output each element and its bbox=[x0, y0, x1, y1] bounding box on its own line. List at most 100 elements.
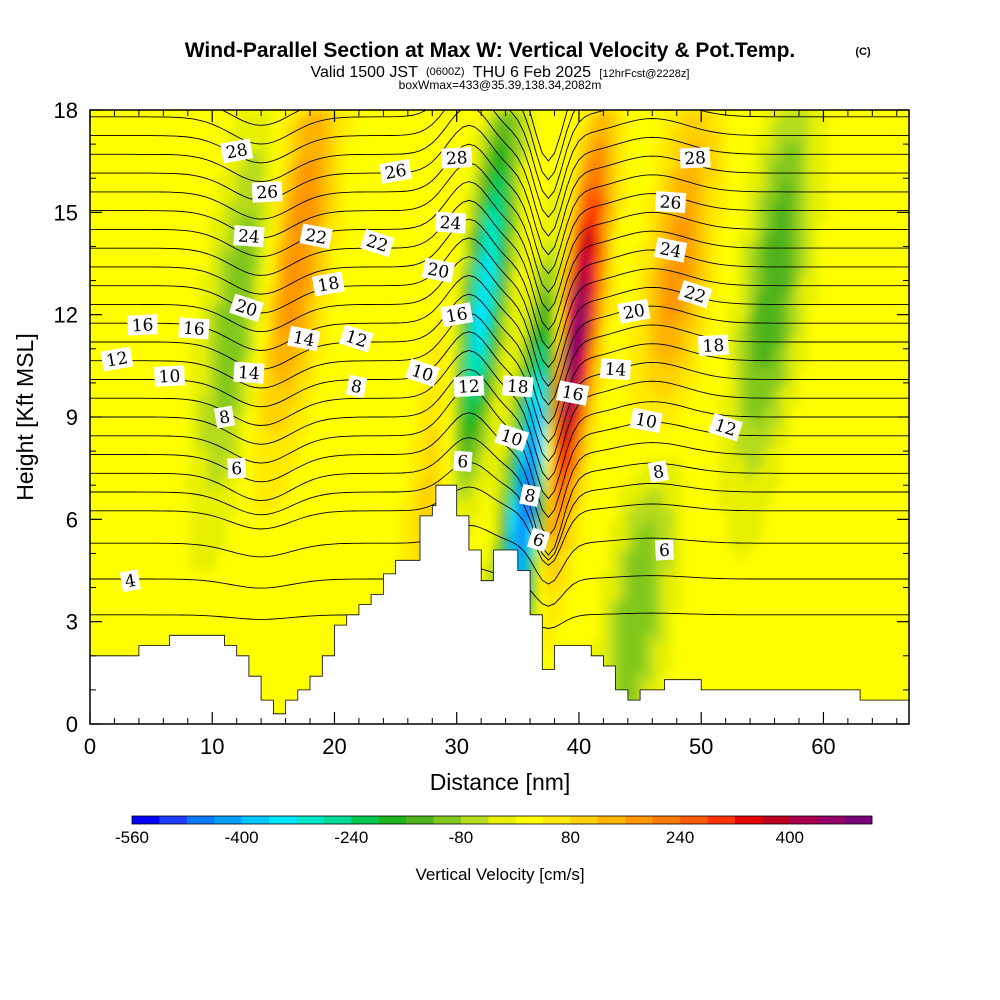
w-field-cell bbox=[390, 150, 400, 162]
w-field-cell bbox=[90, 304, 100, 316]
w-field-cell bbox=[663, 222, 673, 234]
w-field-cell bbox=[299, 478, 309, 490]
w-field-cell bbox=[608, 232, 619, 244]
w-field-cell bbox=[745, 181, 755, 193]
w-field-cell bbox=[253, 110, 264, 121]
w-field-cell bbox=[672, 417, 683, 428]
w-field-cell bbox=[326, 427, 337, 438]
w-field-cell bbox=[636, 181, 646, 193]
w-field-cell bbox=[472, 150, 482, 162]
w-field-cell bbox=[517, 120, 528, 131]
w-field-cell bbox=[390, 314, 400, 326]
w-field-cell bbox=[699, 212, 710, 224]
w-field-cell bbox=[208, 140, 218, 152]
w-field-cell bbox=[190, 232, 200, 244]
w-field-cell bbox=[772, 591, 783, 602]
w-field-cell bbox=[818, 417, 828, 428]
w-field-cell bbox=[590, 355, 601, 367]
w-field-cell bbox=[117, 304, 127, 316]
w-field-cell bbox=[827, 110, 837, 121]
w-field-cell bbox=[217, 468, 228, 479]
w-field-cell bbox=[290, 202, 300, 213]
w-field-cell bbox=[490, 140, 501, 152]
w-field-cell bbox=[608, 437, 619, 449]
w-field-cell bbox=[663, 468, 673, 479]
w-field-cell bbox=[626, 560, 637, 572]
w-field-cell bbox=[299, 345, 309, 357]
w-field-cell bbox=[108, 181, 118, 193]
w-field-cell bbox=[235, 324, 246, 336]
w-field-cell bbox=[708, 550, 719, 561]
w-field-cell bbox=[708, 631, 719, 643]
w-field-cell bbox=[290, 140, 300, 152]
w-field-cell bbox=[490, 376, 501, 387]
w-field-cell bbox=[363, 376, 373, 387]
w-field-cell bbox=[526, 550, 537, 561]
w-field-cell bbox=[535, 376, 546, 387]
w-field-cell bbox=[335, 376, 346, 387]
w-field-cell bbox=[636, 427, 646, 438]
w-field-cell bbox=[781, 591, 792, 602]
w-field-cell bbox=[126, 181, 137, 193]
w-field-cell bbox=[399, 345, 410, 357]
w-field-cell bbox=[745, 335, 755, 346]
w-field-cell bbox=[308, 253, 319, 265]
w-field-cell bbox=[108, 427, 118, 438]
w-field-cell bbox=[454, 396, 464, 408]
w-field-cell bbox=[317, 570, 328, 582]
w-field-cell bbox=[699, 509, 710, 520]
w-field-cell bbox=[317, 294, 328, 305]
w-field-cell bbox=[554, 406, 564, 418]
w-field-cell bbox=[745, 591, 755, 602]
w-field-cell bbox=[244, 631, 255, 643]
w-field-cell bbox=[435, 478, 446, 490]
w-field-cell bbox=[563, 437, 573, 449]
w-field-cell bbox=[808, 232, 819, 244]
w-field-cell bbox=[727, 560, 737, 572]
w-field-cell bbox=[745, 683, 755, 694]
w-field-cell bbox=[208, 457, 218, 469]
w-field-cell bbox=[499, 294, 510, 305]
w-field-cell bbox=[226, 263, 237, 275]
w-field-cell bbox=[763, 662, 774, 674]
w-field-cell bbox=[444, 396, 455, 408]
w-field-cell bbox=[617, 427, 628, 438]
w-field-cell bbox=[781, 273, 792, 285]
copyright-mark: (C) bbox=[855, 46, 871, 58]
w-field-cell bbox=[581, 212, 592, 224]
w-field-cell bbox=[171, 447, 182, 459]
w-field-cell bbox=[481, 539, 491, 551]
w-field-cell bbox=[99, 386, 109, 398]
w-field-cell bbox=[572, 253, 582, 265]
w-field-cell bbox=[808, 150, 819, 162]
w-field-cell bbox=[444, 417, 455, 428]
w-field-cell bbox=[626, 243, 637, 254]
w-field-cell bbox=[672, 284, 683, 295]
w-field-cell bbox=[244, 509, 255, 520]
w-field-cell bbox=[499, 284, 510, 295]
w-field-cell bbox=[736, 683, 746, 694]
w-field-cell bbox=[545, 560, 555, 572]
w-field-cell bbox=[481, 447, 491, 459]
w-field-cell bbox=[599, 529, 610, 541]
w-field-cell bbox=[144, 611, 155, 623]
w-field-cell bbox=[590, 110, 601, 121]
w-field-cell bbox=[654, 140, 664, 152]
w-field-cell bbox=[636, 355, 646, 367]
w-field-cell bbox=[472, 232, 482, 244]
w-field-cell bbox=[390, 519, 400, 531]
w-field-cell bbox=[326, 314, 337, 326]
w-field-cell bbox=[308, 284, 319, 295]
w-field-cell bbox=[99, 560, 109, 572]
w-field-cell bbox=[481, 529, 491, 541]
w-field-cell bbox=[117, 376, 127, 387]
w-field-cell bbox=[135, 406, 146, 418]
w-field-cell bbox=[717, 222, 728, 234]
w-field-cell bbox=[608, 202, 619, 213]
w-field-cell bbox=[126, 519, 137, 531]
w-field-cell bbox=[363, 314, 373, 326]
w-field-cell bbox=[617, 273, 628, 285]
w-field-cell bbox=[99, 406, 109, 418]
w-field-cell bbox=[290, 181, 300, 193]
w-field-cell bbox=[253, 386, 264, 398]
